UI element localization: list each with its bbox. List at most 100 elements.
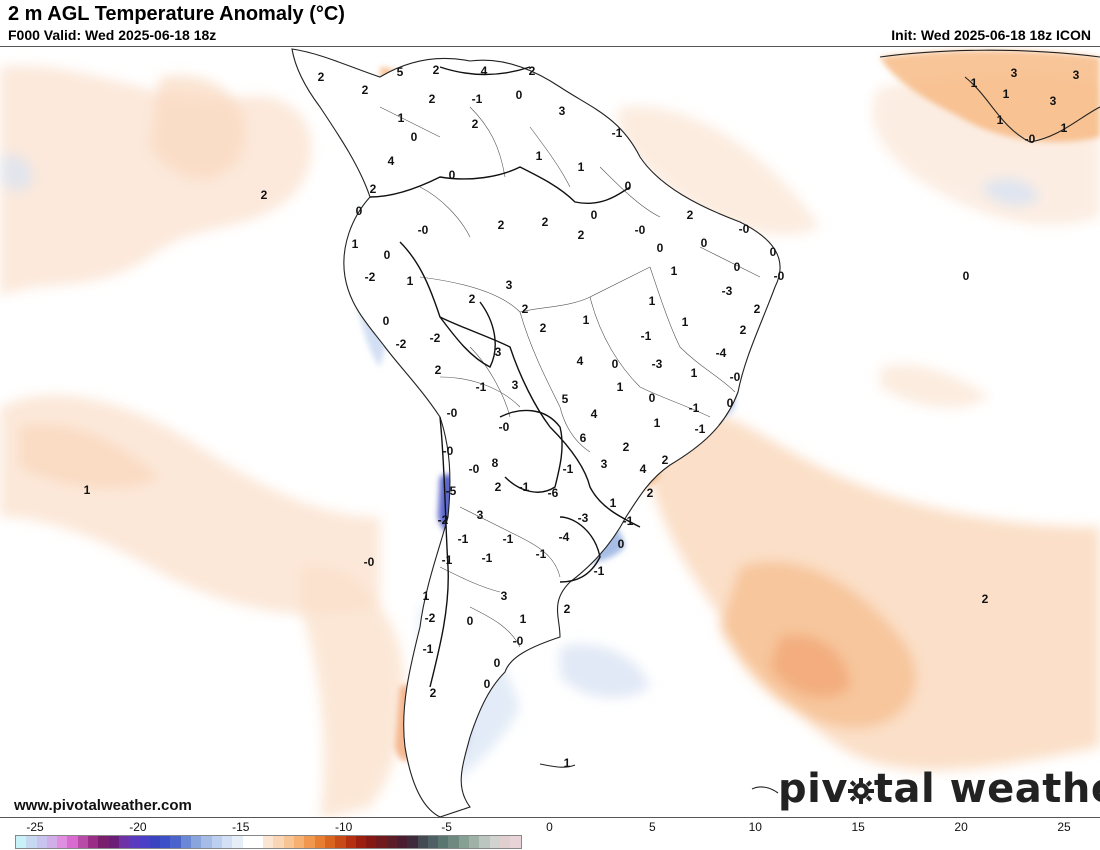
country-borders <box>369 66 641 688</box>
anomaly-label: -3 <box>578 511 589 525</box>
anomaly-label: 4 <box>577 354 584 368</box>
colorbar-tick-label: 0 <box>546 820 553 834</box>
anomaly-label: 2 <box>740 323 747 337</box>
colorbar-swatch <box>57 836 68 848</box>
anomaly-label: -0 <box>730 370 741 384</box>
colorbar-swatch <box>438 836 449 848</box>
anomaly-label: 1 <box>84 483 91 497</box>
anomaly-label: 0 <box>734 260 741 274</box>
anomaly-label: -0 <box>635 223 646 237</box>
colorbar-swatch <box>242 836 253 848</box>
anomaly-label: 2 <box>469 292 476 306</box>
anomaly-label: 0 <box>467 614 474 628</box>
anomaly-label: 3 <box>559 104 566 118</box>
anomaly-label: 0 <box>484 677 491 691</box>
anomaly-label: 1 <box>997 113 1004 127</box>
colorbar-swatch <box>489 836 500 848</box>
anomaly-label: -2 <box>425 611 436 625</box>
anomaly-label: 3 <box>477 508 484 522</box>
colorbar-swatch <box>283 836 295 848</box>
anomaly-label: 1 <box>671 264 678 278</box>
colorbar-swatch <box>180 836 192 848</box>
anomaly-label: -0 <box>469 462 480 476</box>
anomaly-label: 0 <box>591 208 598 222</box>
anomaly-label: 1 <box>407 274 414 288</box>
anomaly-label: 1 <box>649 294 656 308</box>
anomaly-label: 0 <box>383 314 390 328</box>
map-panel[interactable]: 2 5 4 2 2 2 2 -1 0 3 1 0 2 -1 4 1 1 0 2 2 0 0 2 0 2 2 -0 2 -0 -0 1 0 0 0 0… <box>0 46 1100 818</box>
colorbar-swatch <box>376 836 387 848</box>
colorbar-swatch <box>67 836 78 848</box>
colorbar-swatch <box>191 836 202 848</box>
colorbar-swatch <box>417 836 428 848</box>
anomaly-label: 2 <box>529 64 536 78</box>
anomaly-label: 3 <box>501 589 508 603</box>
anomaly-label: 0 <box>356 204 363 218</box>
anomaly-label: 0 <box>701 236 708 250</box>
anomaly-label: 1 <box>578 160 585 174</box>
colorbar-ticks: -25 -20 -15 -10 -5 0 5 10 15 20 25 <box>0 820 1100 834</box>
anomaly-label: 3 <box>506 278 513 292</box>
colorbar-swatch <box>36 836 47 848</box>
anomaly-label: -1 <box>423 642 434 656</box>
colorbar-tick-label: 10 <box>748 820 762 834</box>
colorbar-swatch <box>88 836 99 848</box>
colorbar-tick-label: -10 <box>335 820 353 834</box>
anomaly-label: 6 <box>580 431 587 445</box>
colorbar-swatch <box>396 836 408 848</box>
anomaly-label: 8 <box>492 456 499 470</box>
anomaly-label: -0 <box>418 223 429 237</box>
anomaly-label: 1 <box>1061 121 1068 135</box>
anomaly-label: -0 <box>739 222 750 236</box>
anomaly-label: 0 <box>657 241 664 255</box>
colorbar-swatch <box>499 836 511 848</box>
anomaly-label: 1 <box>564 756 571 770</box>
anomaly-label: 2 <box>522 302 529 316</box>
colorbar-swatch <box>211 836 222 848</box>
anomaly-label: 4 <box>591 407 598 421</box>
anomaly-label: 3 <box>1011 66 1018 80</box>
header: 2 m AGL Temperature Anomaly (°C) F000 Va… <box>0 0 1100 46</box>
colorbar-swatch <box>345 836 356 848</box>
anomaly-label: -0 <box>447 406 458 420</box>
logo-text-part-b: tal weather <box>873 766 1100 812</box>
anomaly-label: 3 <box>1073 68 1080 82</box>
colorbar-swatch <box>469 836 480 848</box>
anomaly-label: -1 <box>503 532 514 546</box>
anomaly-label: -1 <box>641 329 652 343</box>
anomaly-label: 1 <box>654 416 661 430</box>
anomaly-label: 2 <box>542 215 549 229</box>
anomaly-label: -0 <box>364 555 375 569</box>
anomaly-label: 2 <box>435 363 442 377</box>
anomaly-label: 3 <box>601 457 608 471</box>
anomaly-label: -2 <box>438 513 449 527</box>
anomaly-label: 4 <box>640 462 647 476</box>
anomaly-label: 0 <box>612 357 619 371</box>
logo-text-part-a: piv <box>778 766 848 812</box>
anomaly-label: -5 <box>446 484 457 498</box>
colorbar-swatch <box>46 836 58 848</box>
colorbar-swatch <box>427 836 439 848</box>
anomaly-label: 2 <box>982 592 989 606</box>
colorbar-swatch <box>149 836 161 848</box>
anomaly-label: -1 <box>563 462 574 476</box>
anomaly-label: -1 <box>695 422 706 436</box>
anomaly-label: 1 <box>520 612 527 626</box>
anomaly-label: 3 <box>512 378 519 392</box>
colorbar-tick-label: -20 <box>129 820 147 834</box>
anomaly-label: -0 <box>443 444 454 458</box>
anomaly-label: 1 <box>617 380 624 394</box>
anomaly-label: -1 <box>519 480 530 494</box>
colorbar-swatch <box>479 836 490 848</box>
anomaly-label: 1 <box>536 149 543 163</box>
colorbar-swatches <box>15 835 522 849</box>
anomaly-label: 1 <box>1003 87 1010 101</box>
anomaly-label: -2 <box>396 337 407 351</box>
anomaly-label: 2 <box>687 208 694 222</box>
anomaly-label: 5 <box>397 65 404 79</box>
anomaly-label: -4 <box>559 530 570 544</box>
colorbar-swatch <box>304 836 315 848</box>
anomaly-label: -1 <box>472 92 483 106</box>
colorbar-swatch <box>232 836 243 848</box>
